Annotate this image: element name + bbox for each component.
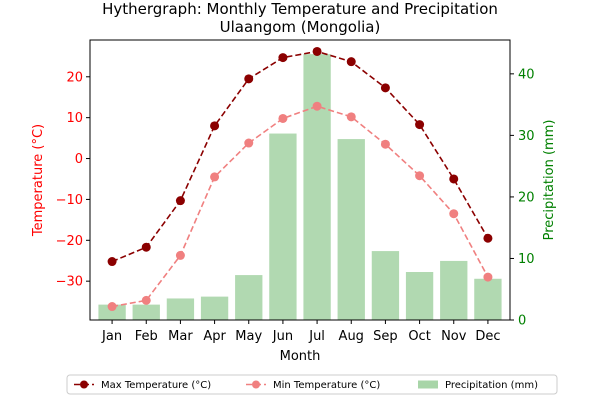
chart-title: Hythergraph: Monthly Temperature and Pre…	[102, 0, 498, 18]
right-axis-label: Precipitation (mm)	[542, 120, 557, 241]
x-tick-label-apr: Apr	[203, 329, 226, 344]
precipitation-bars	[98, 54, 502, 321]
x-tick-label-aug: Aug	[339, 329, 364, 344]
precip-bar-dec	[474, 278, 502, 320]
right-tick-label: 10	[518, 252, 535, 267]
left-tick-label: −20	[56, 234, 83, 249]
max-temp-point-nov	[449, 174, 459, 184]
min-temp-point-aug	[346, 112, 356, 122]
x-tick-label-may: May	[235, 329, 262, 344]
left-tick-label: 0	[75, 152, 83, 167]
x-tick-label-jun: Jun	[272, 329, 293, 344]
min-temp-line	[111, 105, 489, 308]
max-temp-point-mar	[175, 196, 185, 206]
legend-item-max: Max Temperature (°C)	[74, 380, 211, 391]
legend-box	[66, 374, 558, 395]
right-tick-label: 0	[518, 314, 526, 329]
left-tick-label: 10	[66, 111, 83, 126]
x-tick-label-jan: Jan	[101, 329, 122, 344]
precip-bar-may	[235, 275, 263, 320]
chart-subtitle: Ulaangom (Mongolia)	[220, 18, 381, 36]
plot-frame	[89, 39, 511, 321]
min-temp-point-oct	[415, 171, 425, 181]
left-axis: −30 −20 −10 0 10 20	[56, 70, 90, 290]
min-temp-point-dec	[483, 272, 493, 282]
legend: Max Temperature (°C) Min Temperature (°C)…	[66, 374, 558, 395]
max-temp-point-aug	[346, 57, 356, 67]
max-temp-point-jan	[107, 257, 117, 267]
right-tick-label: 20	[518, 190, 535, 205]
x-axis: Jan Feb Mar Apr May Jun Jul Aug Sep Oct Nov Dec	[101, 320, 500, 344]
max-temp-point-sep	[380, 83, 390, 93]
max-temp-point-may	[244, 74, 254, 84]
max-temp-point-oct	[415, 120, 425, 130]
legend-item-precip: Precipitation (mm)	[418, 380, 538, 391]
legend-label: Max Temperature (°C)	[101, 380, 211, 391]
max-temp-point-jun	[278, 53, 288, 63]
left-tick-label: 20	[66, 70, 83, 85]
precip-bar-feb	[132, 304, 160, 320]
left-axis-label: Temperature (°C)	[31, 124, 46, 237]
right-tick-label: 40	[518, 67, 535, 82]
min-temp-point-apr	[210, 172, 220, 182]
min-temp-point-mar	[175, 250, 185, 260]
min-temp-point-feb	[141, 295, 151, 305]
x-tick-label-jul: Jul	[308, 329, 325, 344]
x-tick-label-oct: Oct	[408, 329, 430, 344]
precip-bar-oct	[405, 272, 434, 320]
temperature-lines	[107, 46, 493, 312]
legend-label: Min Temperature (°C)	[273, 380, 380, 391]
x-tick-label-dec: Dec	[475, 329, 500, 344]
precip-bar-jul	[303, 54, 331, 321]
precip-bar-apr	[200, 296, 229, 320]
x-tick-label-mar: Mar	[168, 329, 193, 344]
precip-bar-jun	[269, 133, 297, 320]
left-tick-label: −10	[56, 193, 83, 208]
min-temp-point-nov	[449, 209, 459, 219]
legend-marker-swatch	[80, 380, 88, 389]
x-tick-label-sep: Sep	[373, 329, 398, 344]
min-temp-point-jun	[278, 113, 288, 123]
legend-label: Precipitation (mm)	[445, 380, 538, 391]
precip-bar-nov	[440, 260, 468, 320]
x-axis-label: Month	[280, 349, 321, 364]
max-temp-point-feb	[141, 242, 151, 252]
precip-bar-mar	[166, 298, 195, 320]
x-tick-label-feb: Feb	[135, 329, 158, 344]
max-temp-point-dec	[483, 233, 493, 243]
min-temp-point-jul	[312, 101, 322, 111]
right-axis: 0 10 20 30 40	[510, 67, 535, 329]
precip-bar-aug	[337, 139, 365, 320]
legend-marker-swatch	[252, 380, 260, 389]
legend-bar-swatch	[418, 380, 438, 389]
legend-item-min: Min Temperature (°C)	[246, 380, 380, 391]
precip-bar-jan	[98, 304, 126, 320]
max-temp-point-apr	[210, 121, 220, 131]
right-tick-label: 30	[518, 129, 535, 144]
precip-bar-sep	[371, 251, 400, 320]
min-temp-point-sep	[380, 139, 390, 149]
max-temp-line	[111, 50, 489, 263]
x-tick-label-nov: Nov	[441, 329, 467, 344]
min-temp-point-may	[244, 138, 254, 148]
max-temp-point-jul	[312, 46, 322, 56]
left-tick-label: −30	[56, 275, 83, 290]
min-temp-point-jan	[107, 302, 117, 312]
